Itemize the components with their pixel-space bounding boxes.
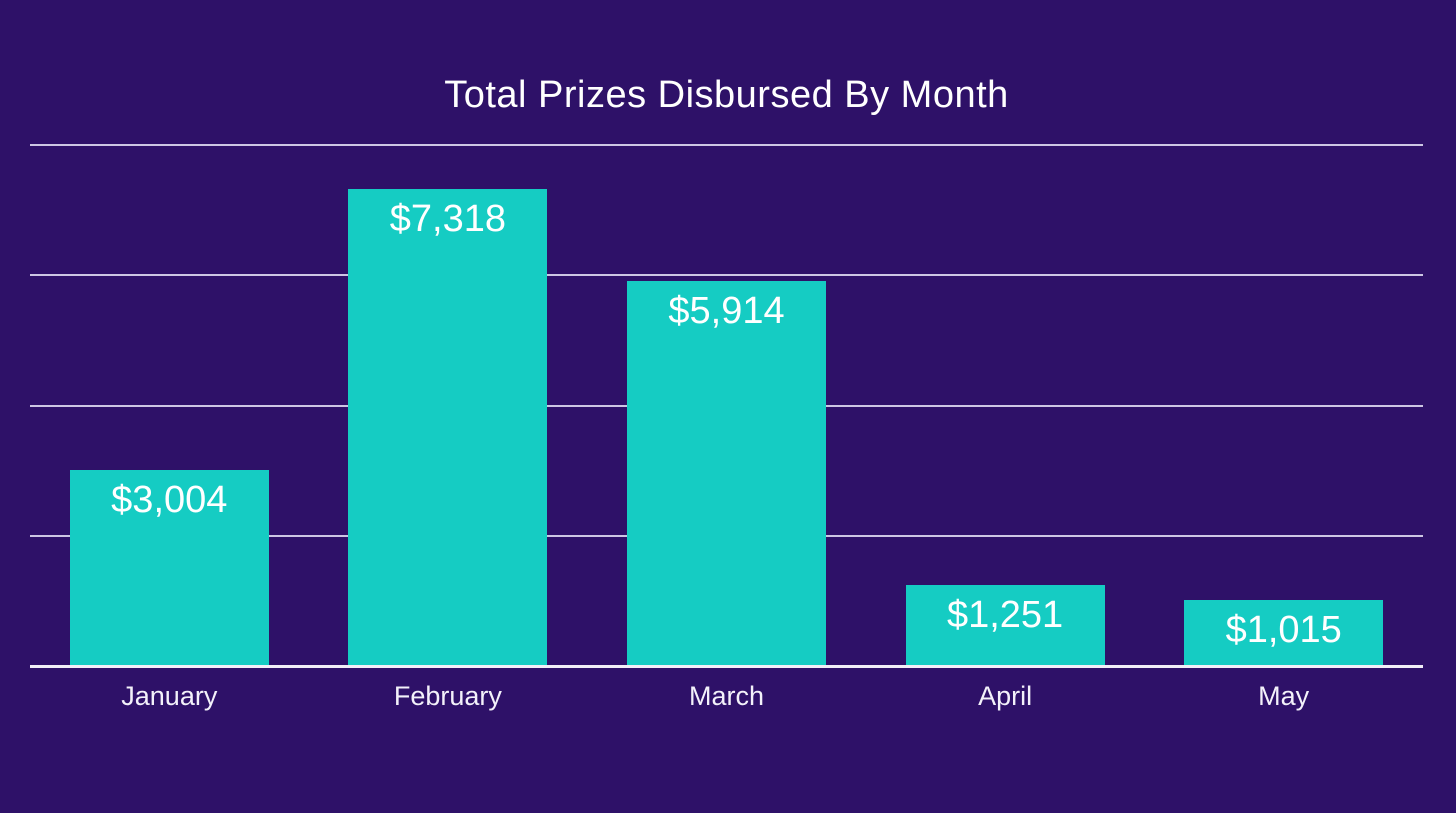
x-axis-label-april: April <box>978 681 1033 711</box>
bar-march: $5,914 <box>627 280 826 666</box>
bar-february: $7,318 <box>348 189 548 666</box>
gridline-8000 <box>30 144 1423 146</box>
plot-area: $3,004 $7,318 $5,914 $1,251 $1,015 <box>30 144 1423 668</box>
bar-value-label: $5,914 <box>668 289 785 332</box>
x-axis-label-march: March <box>688 681 764 711</box>
bar-may: $1,015 <box>1184 599 1384 666</box>
gridline-6000 <box>30 274 1423 277</box>
x-axis-labels-group: January February March April May <box>30 678 1423 718</box>
bar-april: $1,251 <box>905 584 1105 666</box>
chart-title: Total Prizes Disbursed By Month <box>444 74 1009 116</box>
x-axis-label-february: February <box>393 681 502 711</box>
x-axis-line <box>30 665 1423 668</box>
x-axis-label-january: January <box>121 681 218 711</box>
x-axis-label-may: May <box>1258 681 1310 711</box>
bar-value-label: $1,251 <box>946 593 1064 636</box>
bar-value-label: $7,318 <box>389 198 506 241</box>
bar-value-label: $3,004 <box>111 479 228 522</box>
bar-value-label: $1,015 <box>1225 608 1342 651</box>
bar-january: $3,004 <box>69 470 269 666</box>
